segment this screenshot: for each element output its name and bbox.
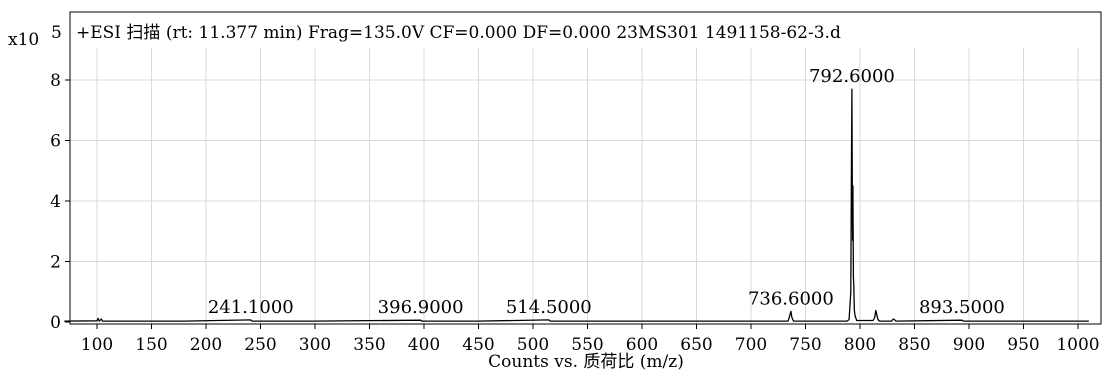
y-multiplier-exponent: 5 bbox=[51, 23, 62, 43]
y-tick-label: 6 bbox=[50, 132, 61, 152]
scan-info-header: +ESI 扫描 (rt: 11.377 min) Frag=135.0V CF=… bbox=[76, 23, 841, 43]
y-tick-label: 0 bbox=[50, 313, 61, 333]
x-tick-label: 950 bbox=[1007, 335, 1039, 355]
peak-label: 241.1000 bbox=[208, 297, 294, 318]
x-axis: 100 150 200 250 300 350 400 450 500 550 600 650 700 7… bbox=[81, 324, 1100, 355]
x-tick-label: 650 bbox=[680, 335, 712, 355]
y-tick-label: 8 bbox=[50, 71, 61, 91]
y-axis: 0 2 4 6 8 bbox=[50, 71, 70, 333]
peak-label: 396.9000 bbox=[378, 297, 464, 318]
peak-annotations: 792.6000 736.6000 241.1000 396.9000 514.5000… bbox=[208, 66, 1005, 318]
spectrum-trace bbox=[64, 88, 1089, 322]
x-tick-label: 100 bbox=[81, 335, 113, 355]
x-axis-title: Counts vs. 质荷比 (m/z) bbox=[488, 352, 684, 370]
x-tick-label: 350 bbox=[353, 335, 385, 355]
y-tick-label: 4 bbox=[50, 192, 61, 212]
x-tick-label: 150 bbox=[135, 335, 167, 355]
x-tick-label: 800 bbox=[844, 335, 876, 355]
x-tick-label: 700 bbox=[735, 335, 767, 355]
x-tick-label: 300 bbox=[299, 335, 331, 355]
x-tick-label: 400 bbox=[408, 335, 440, 355]
x-tick-label: 900 bbox=[953, 335, 985, 355]
x-tick-label: 250 bbox=[244, 335, 276, 355]
x-tick-label: 200 bbox=[190, 335, 222, 355]
peak-label: 514.5000 bbox=[506, 297, 592, 318]
series-layer bbox=[64, 88, 1089, 322]
peak-label: 792.6000 bbox=[809, 66, 895, 87]
x-tick-label: 600 bbox=[626, 335, 658, 355]
x-tick-label: 450 bbox=[462, 335, 494, 355]
x-tick-label: 850 bbox=[898, 335, 930, 355]
x-tick-label: 550 bbox=[571, 335, 603, 355]
peak-label: 736.6000 bbox=[748, 288, 834, 309]
y-multiplier-label: x10 bbox=[8, 30, 39, 50]
plot-frame bbox=[69, 11, 1102, 325]
grid bbox=[70, 48, 1101, 324]
peak-label: 893.5000 bbox=[919, 297, 1005, 318]
y-tick-label: 2 bbox=[50, 253, 61, 273]
x-tick-label: 750 bbox=[789, 335, 821, 355]
x-tick-label: 500 bbox=[517, 335, 549, 355]
x-tick-label: 1000 bbox=[1056, 335, 1099, 355]
